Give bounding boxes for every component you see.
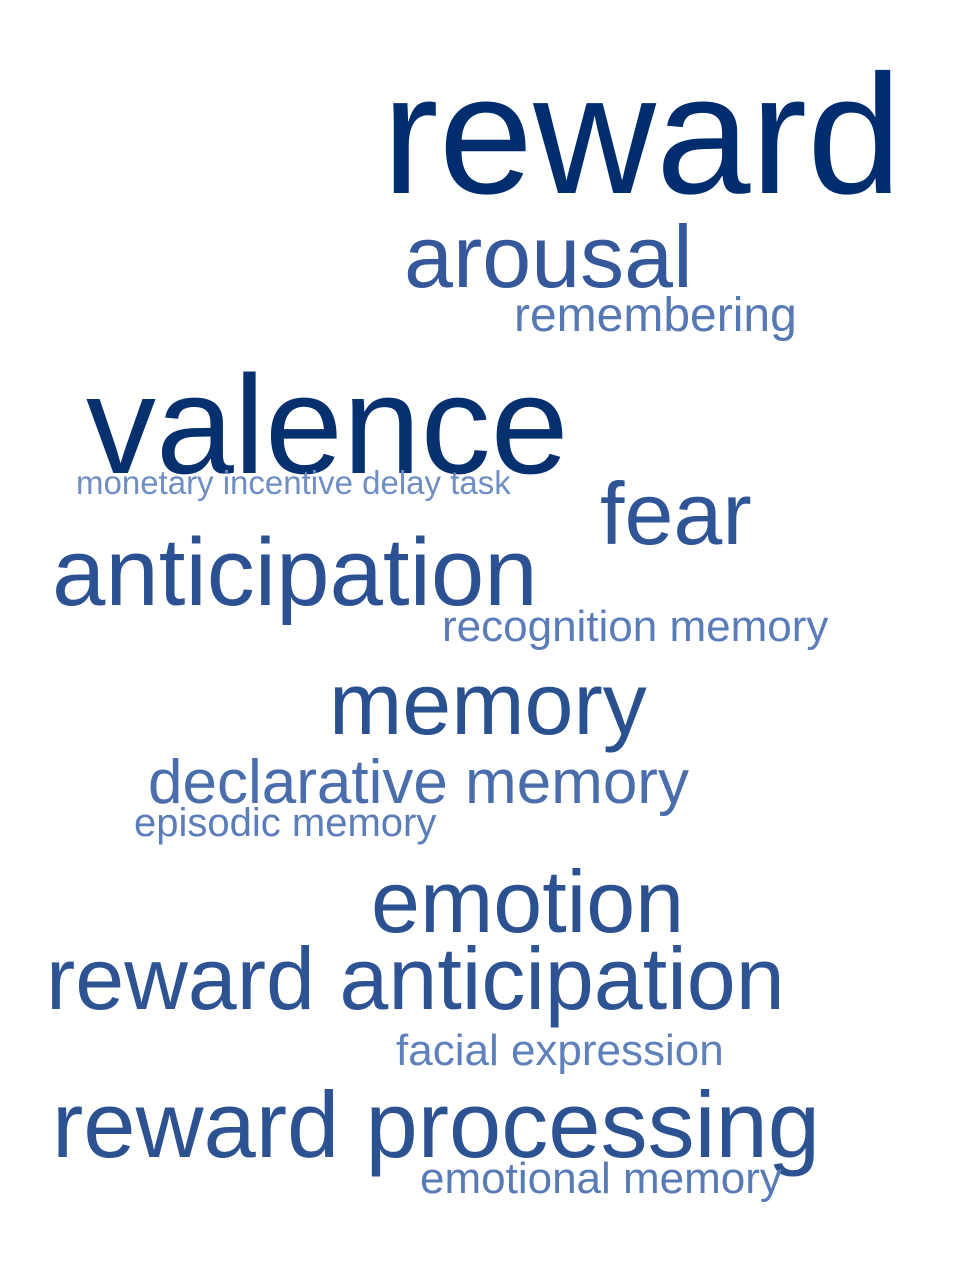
word-fear: fear xyxy=(600,464,752,563)
word-reward: reward xyxy=(382,40,902,230)
word-recognition-memory: recognition memory xyxy=(442,602,829,651)
word-anticipation: anticipation xyxy=(52,519,538,626)
word-episodic-memory: episodic memory xyxy=(134,801,437,845)
word-remembering: remembering xyxy=(514,289,797,342)
word-emotional-memory: emotional memory xyxy=(420,1154,782,1203)
word-reward-anticipation: reward anticipation xyxy=(46,929,785,1028)
word-monetary-incentive-delay-task: monetary incentive delay task xyxy=(76,464,511,501)
word-arousal: arousal xyxy=(404,207,693,306)
word-memory: memory xyxy=(329,654,647,753)
word-emotion: emotion xyxy=(371,852,685,951)
word-valence: valence xyxy=(86,346,569,503)
word-reward-processing: reward processing xyxy=(52,1072,821,1177)
word-declarative-memory: declarative memory xyxy=(148,748,689,817)
word-facial-expression: facial expression xyxy=(396,1026,724,1075)
